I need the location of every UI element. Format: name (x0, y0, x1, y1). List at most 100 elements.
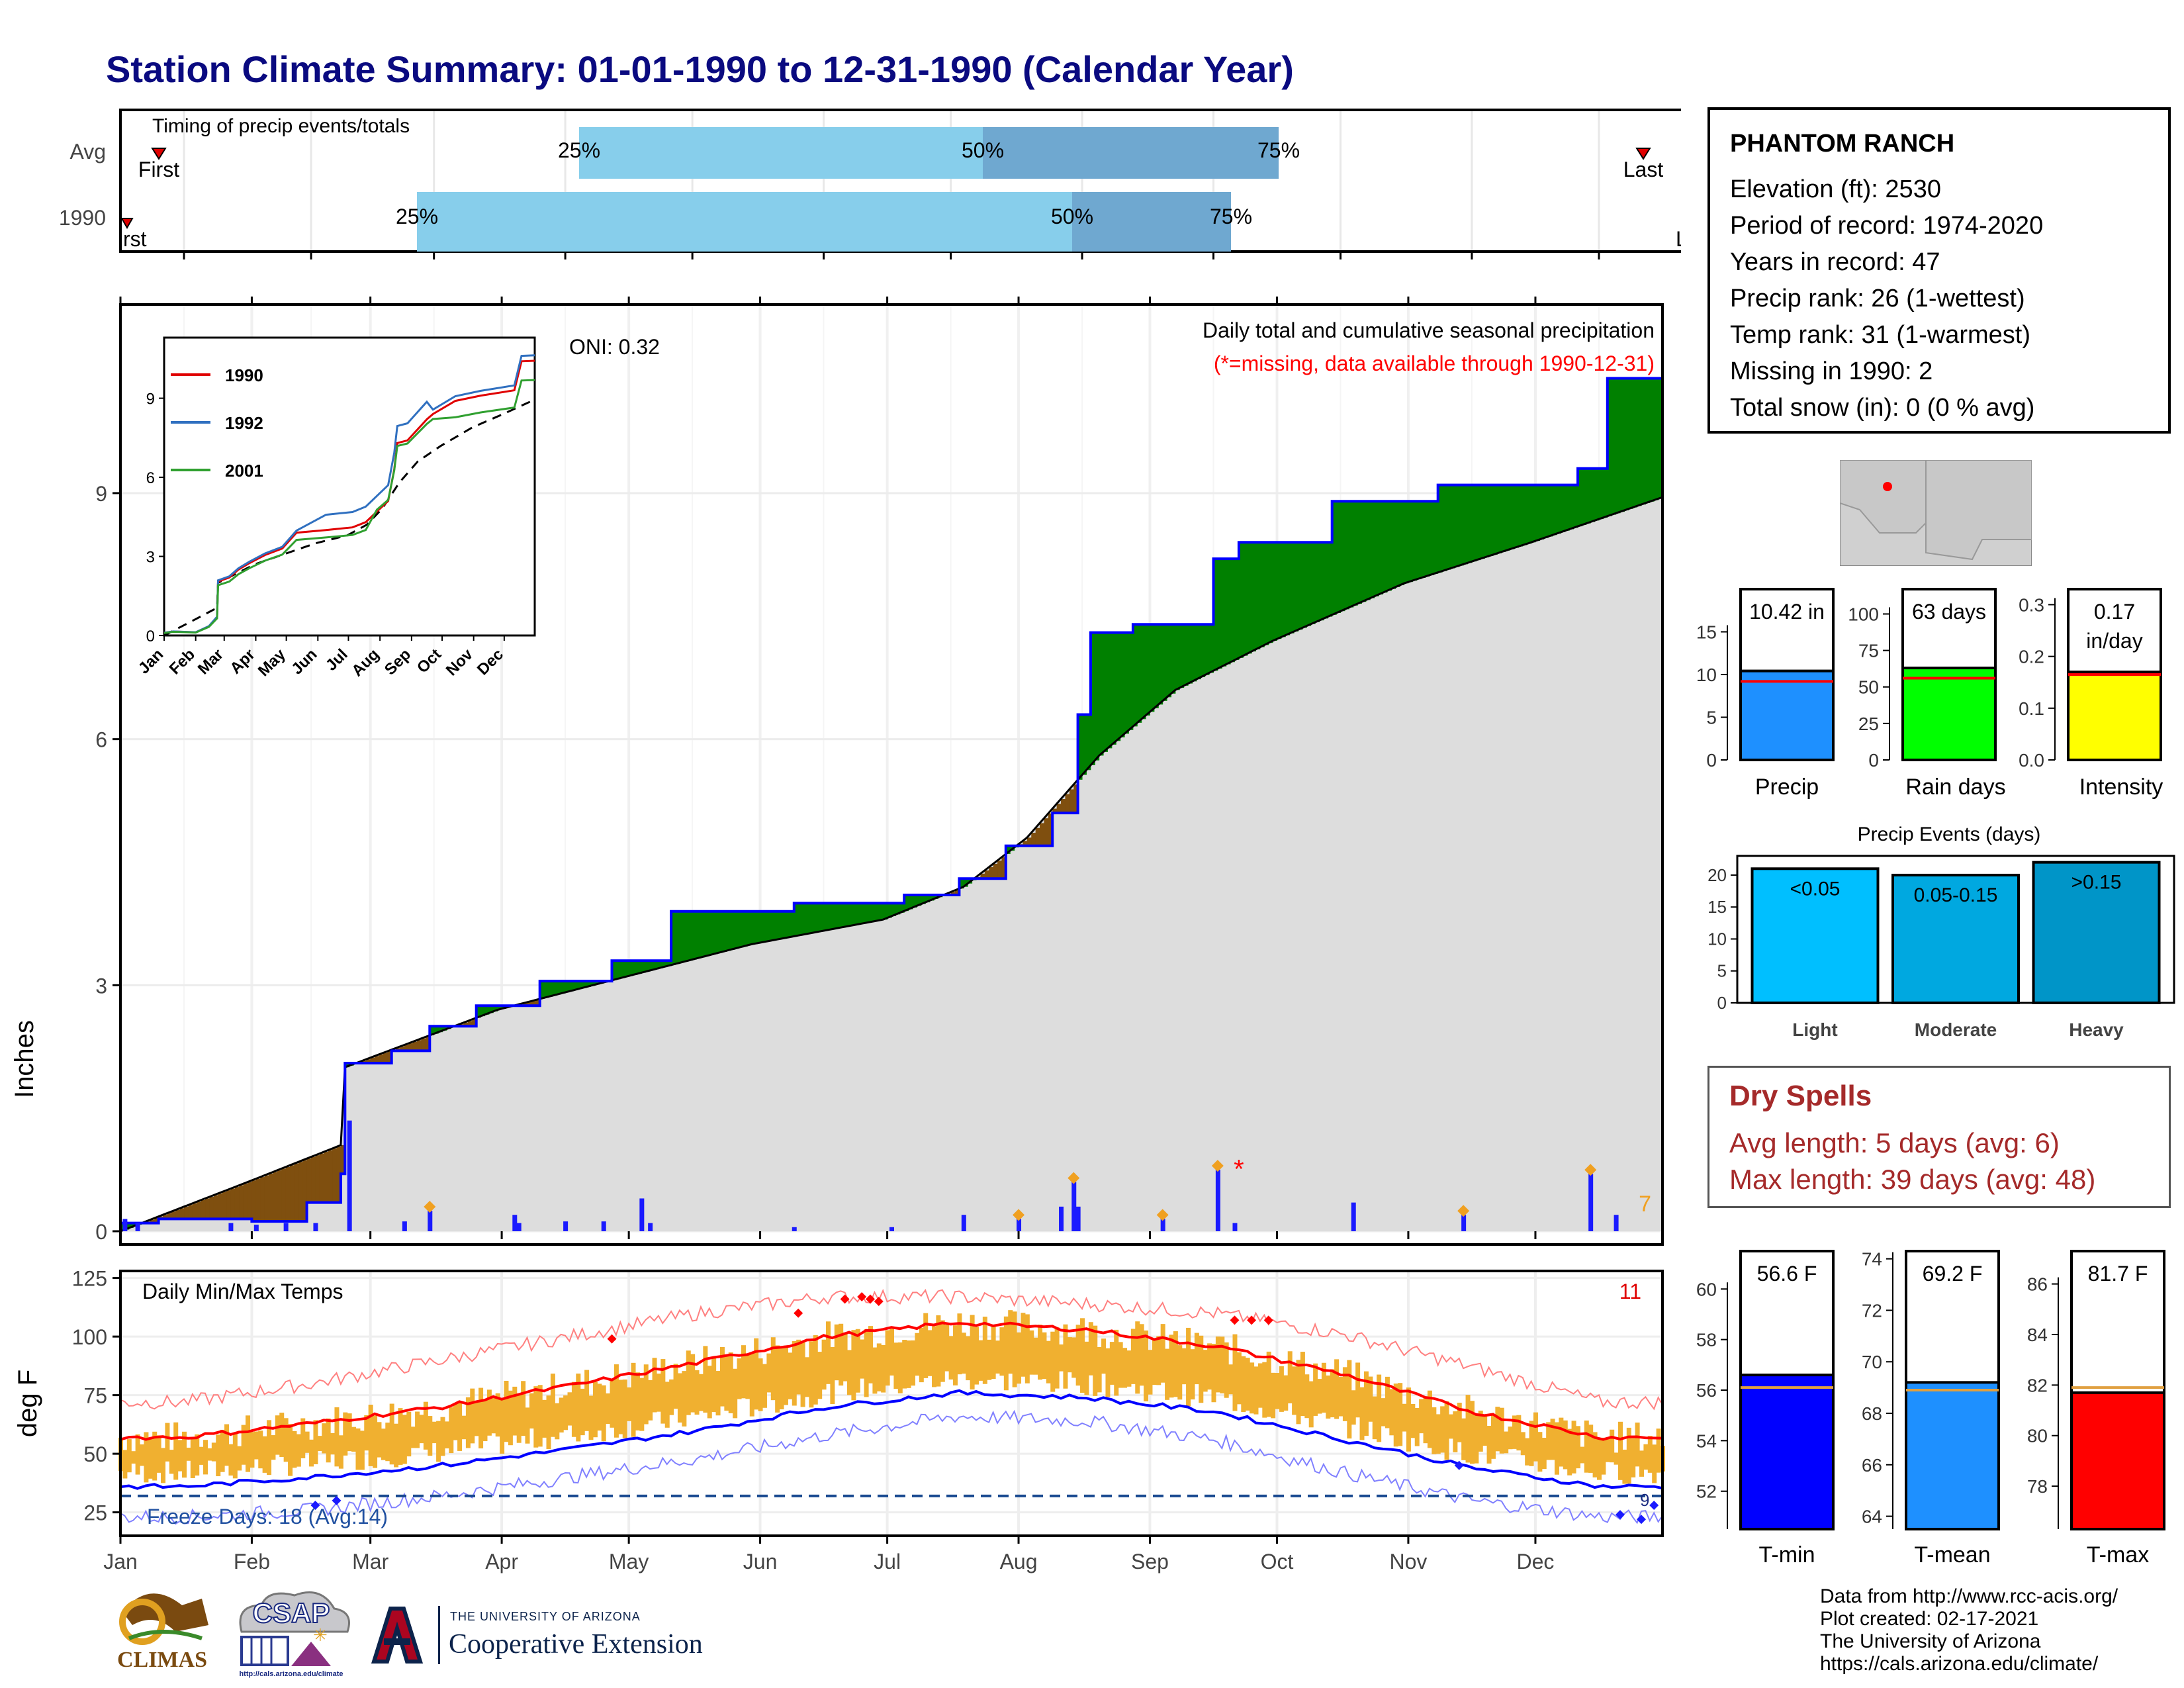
temp-daily-bar-314 (1444, 1401, 1449, 1460)
inset-ytick-label-0: 0 (146, 628, 155, 645)
temp-daily-bar-361 (1643, 1444, 1649, 1470)
temp-daily-bar-222 (1054, 1327, 1060, 1389)
temp-daily-bar-334 (1529, 1421, 1534, 1466)
credit-url: https://cals.arizona.edu/climate/ (1820, 1653, 2099, 1675)
temp-daily-bar-80 (453, 1403, 458, 1440)
temp-daily-bar-150 (749, 1354, 754, 1417)
precip-below-avg-day-25 (222, 1192, 227, 1219)
temp-daily-bar-201 (966, 1336, 971, 1381)
station-location-dot (1883, 482, 1892, 491)
temp-daily-bar-295 (1363, 1371, 1369, 1436)
precip-below-avg-day-29 (239, 1185, 244, 1219)
summary-intensity-ytick-label-1: 0.1 (2019, 698, 2044, 719)
tsum-tmean-ytick-label-4: 72 (1862, 1300, 1882, 1321)
events-ytick-label-4: 20 (1707, 865, 1727, 885)
station-info-panel: PHANTOM RANCH Elevation (ft): 2530 Perio… (1707, 107, 2171, 434)
temp-month-label-11: Dec (1517, 1550, 1555, 1573)
temp-daily-bar-162 (800, 1342, 805, 1407)
timing-avg-p25: 25% (558, 138, 600, 162)
precip-above-avg-day-121 (629, 961, 634, 976)
precip-above-avg-day-340 (1556, 485, 1561, 534)
temp-daily-bar-329 (1508, 1427, 1513, 1450)
precip-below-avg-day-44 (302, 1160, 308, 1222)
precip-above-avg-day-158 (785, 911, 790, 938)
temp-daily-bar-182 (885, 1330, 890, 1386)
temp-daily-bar-104 (555, 1403, 560, 1440)
precip-above-avg-day-189 (917, 895, 922, 906)
precip-below-avg-day-43 (298, 1162, 303, 1222)
temp-daily-bar-199 (957, 1313, 962, 1375)
precip-above-avg-day-234 (1107, 632, 1113, 749)
precip-daily-bar-17 (961, 1215, 966, 1231)
temp-daily-bar-52 (334, 1407, 340, 1467)
temp-daily-bar-58 (359, 1430, 365, 1470)
precip-above-avg-day-360 (1641, 378, 1646, 505)
temp-daily-bar-131 (669, 1379, 674, 1415)
precip-below-avg-day-51 (332, 1148, 337, 1203)
temp-daily-bar-328 (1504, 1431, 1509, 1454)
temp-record-low-marker-1 (332, 1495, 341, 1505)
precip-below-avg-day-39 (281, 1168, 287, 1222)
precip-above-avg-day-296 (1370, 501, 1375, 598)
precip-above-avg-day-287 (1332, 501, 1337, 615)
precip-below-avg-day-225 (1069, 789, 1074, 814)
precip-above-avg-day-233 (1103, 632, 1108, 752)
tsum-tmax-bar (2070, 1391, 2165, 1530)
tsum-tmin-ytick-label-0: 52 (1696, 1481, 1717, 1502)
temp-daily-bar-263 (1228, 1364, 1234, 1395)
temp-daily-bar-216 (1029, 1330, 1034, 1375)
temp-daily-bar-94 (512, 1386, 518, 1436)
temp-month-label-0: Jan (103, 1550, 138, 1573)
precip-above-avg-day-153 (764, 911, 769, 942)
csap-text: CSAP (252, 1597, 331, 1629)
tsum-tmax-value-0: 81.7 F (2088, 1262, 2148, 1286)
precip-daily-bar-9 (512, 1215, 518, 1231)
precip-above-avg-day-337 (1543, 485, 1549, 538)
temp-daily-bar-190 (919, 1327, 924, 1383)
temp-daily-bar-341 (1559, 1417, 1564, 1467)
precip-above-avg-day-54 (345, 1063, 350, 1068)
events-ytick-label-2: 10 (1707, 929, 1727, 949)
inset-month-label-9: Oct (414, 645, 445, 677)
temp-daily-bar-134 (682, 1371, 687, 1427)
precip-above-avg-day-299 (1383, 501, 1388, 593)
precip-daily-bar-25 (1351, 1202, 1356, 1231)
tsum-tmean-label: T-mean (1914, 1542, 1990, 1568)
precip-above-avg-day-183 (891, 903, 896, 916)
temp-daily-bar-110 (580, 1388, 585, 1436)
temp-daily-bar-362 (1647, 1436, 1653, 1473)
temp-daily-bar-96 (521, 1381, 526, 1436)
csap-logo: ✳ CSAP http://cals.arizona.edu/climate (228, 1585, 354, 1685)
precip-above-avg-day-75 (433, 1026, 439, 1034)
temp-daily-bar-304 (1402, 1403, 1407, 1432)
temp-daily-bar-61 (373, 1415, 378, 1468)
precip-above-avg-day-118 (615, 961, 621, 980)
temp-daily-bar-227 (1075, 1325, 1081, 1386)
timing-title: Timing of precip events/totals (152, 115, 410, 137)
precip-below-avg-day-204 (980, 873, 985, 879)
precip-above-avg-day-122 (633, 961, 638, 975)
temp-daily-bar-42 (292, 1430, 297, 1468)
precip-above-avg-day-274 (1277, 542, 1282, 639)
precip-above-avg-day-258 (1209, 624, 1214, 673)
temp-daily-bar-311 (1432, 1407, 1437, 1454)
precip-above-avg-day-155 (772, 911, 778, 941)
precip-below-avg-day-222 (1056, 804, 1062, 814)
timing-1990-first-label: rst (123, 227, 147, 251)
precip-below-avg-day-197 (950, 892, 956, 896)
precip-above-avg-day-311 (1433, 501, 1439, 574)
temp-daily-bar-187 (906, 1340, 911, 1388)
precip-above-avg-day-182 (887, 903, 892, 918)
temp-daily-bar-46 (309, 1439, 314, 1467)
temp-daily-bar-243 (1144, 1330, 1149, 1402)
precip-daily-bar-10 (516, 1223, 522, 1231)
precip-below-avg-day-71 (417, 1040, 422, 1051)
timing-avg-first-marker (151, 148, 167, 160)
temp-daily-bar-31 (246, 1415, 251, 1472)
events-bar-0 (1751, 867, 1880, 1004)
temp-daily-bar-214 (1021, 1313, 1026, 1377)
temp-daily-bar-88 (486, 1389, 492, 1436)
precip-above-avg-day-243 (1146, 624, 1150, 716)
temp-daily-bar-105 (559, 1397, 564, 1433)
temp-daily-bar-359 (1635, 1423, 1640, 1467)
